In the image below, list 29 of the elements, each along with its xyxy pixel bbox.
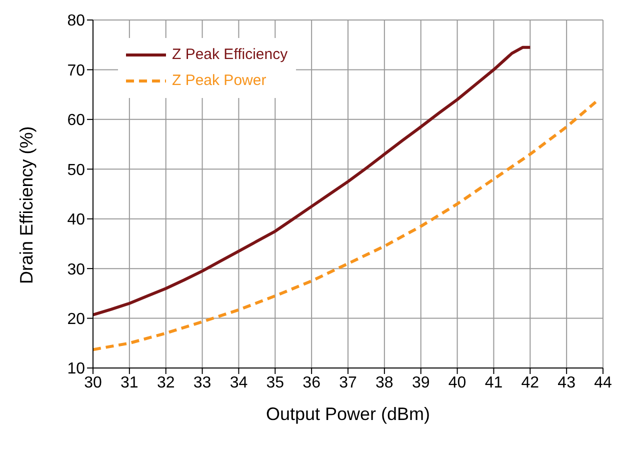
y-tick-label: 40	[67, 212, 86, 229]
x-tick-label: 42	[521, 374, 540, 392]
y-tick-label: 50	[67, 162, 86, 179]
x-tick-label: 37	[339, 374, 357, 392]
legend-label: Z Peak Power	[172, 71, 266, 91]
x-tick-label: 34	[230, 374, 248, 392]
x-tick-label: 41	[484, 374, 503, 392]
x-tick-label: 31	[120, 374, 138, 392]
x-tick-label: 36	[302, 374, 321, 392]
y-tick-label: 80	[67, 12, 86, 30]
x-tick-label: 39	[412, 374, 430, 392]
x-tick-label: 33	[193, 374, 212, 392]
y-tick-label: 10	[67, 360, 86, 378]
line-series	[93, 46, 532, 316]
line-series	[93, 100, 598, 352]
x-tick-label: 44	[594, 374, 612, 392]
y-tick-label: 60	[67, 112, 86, 130]
x-tick-label: 35	[266, 374, 284, 392]
y-tick-label: 70	[67, 62, 86, 80]
y-axis-title: Drain Efficiency (%)	[16, 126, 36, 284]
x-tick-label: 38	[376, 374, 394, 392]
x-tick-label: 43	[558, 374, 576, 392]
x-tick-label: 40	[448, 374, 466, 392]
y-tick-label: 20	[67, 310, 86, 328]
x-tick-label: 32	[156, 374, 175, 392]
x-tick-label: 30	[84, 374, 102, 392]
legend-label: Z Peak Efficiency	[172, 45, 288, 65]
y-tick-label: 30	[67, 261, 86, 278]
x-axis-title: Output Power (dBm)	[266, 404, 430, 424]
